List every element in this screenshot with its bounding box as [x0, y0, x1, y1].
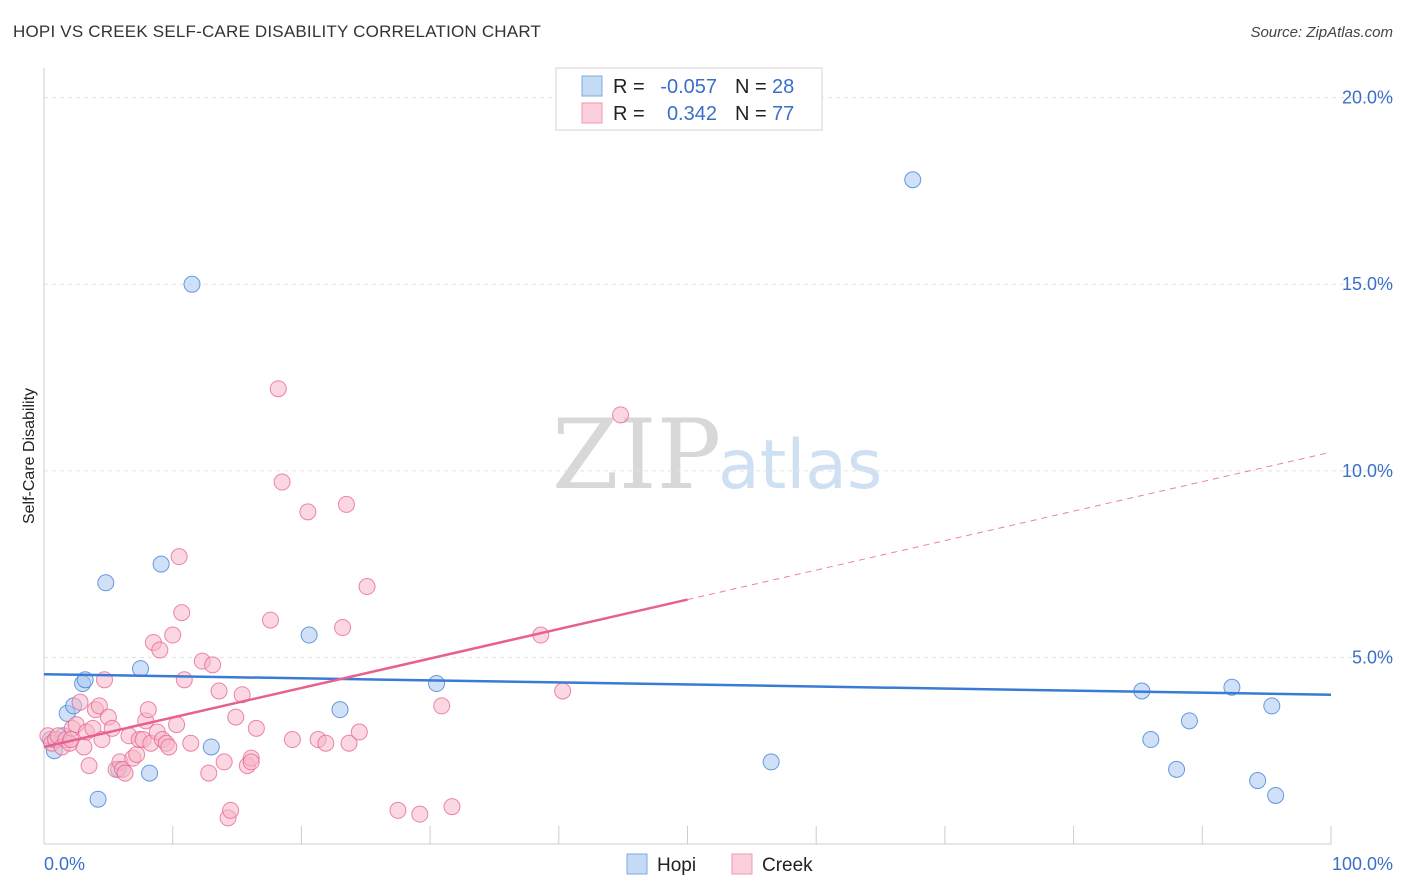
creek-point-62 [317, 734, 335, 752]
y-tick-label-2: 15.0% [1342, 274, 1393, 294]
x-tick-labels: 0.0% 100.0% [44, 854, 1393, 874]
creek-point-46 [204, 656, 222, 674]
hopi-point-21 [1142, 731, 1160, 749]
creek-point-57 [269, 380, 287, 398]
bottom-legend-swatch-creek [731, 853, 753, 875]
creek-point-58 [273, 473, 291, 491]
creek-point-41 [173, 604, 191, 622]
creek-point-59 [283, 731, 301, 749]
legend-hopi-n-value: 28 [772, 76, 794, 98]
creek-point-74 [554, 682, 572, 700]
creek-point-34 [151, 641, 169, 659]
hopi-point-7 [89, 790, 107, 808]
creek-point-30 [139, 701, 157, 719]
creek-point-19 [103, 719, 121, 737]
creek-point-70 [433, 697, 451, 715]
legend-hopi-r-value: -0.057 [660, 76, 717, 98]
legend-creek-n-value: 77 [772, 103, 794, 125]
hopi-point-19 [762, 753, 780, 771]
y-tick-label-3: 20.0% [1342, 88, 1393, 108]
creek-point-64 [337, 495, 355, 513]
creek-point-51 [227, 708, 245, 726]
creek-point-60 [299, 503, 317, 521]
hopi-point-14 [202, 738, 220, 756]
creek-point-37 [160, 738, 178, 756]
creek-point-66 [350, 723, 368, 741]
creek-point-71 [443, 798, 461, 816]
hopi-point-11 [141, 764, 159, 782]
creek-trend-line [43, 598, 688, 749]
hopi-point-8 [97, 574, 115, 592]
stats-legend: R = -0.057 N = 28 R = 0.342 N = 77 [555, 67, 823, 131]
gridlines [44, 97, 1392, 658]
creek-point-55 [247, 719, 265, 737]
hopi-point-24 [1223, 678, 1241, 696]
creek-point-50 [222, 801, 240, 819]
hopi-point-22 [1168, 760, 1186, 778]
creek-trend-line-extension [687, 451, 1332, 601]
hopi-point-15 [300, 626, 318, 644]
legend-creek-r-value: 0.342 [667, 103, 717, 125]
creek-point-40 [170, 548, 188, 566]
x-ticks [43, 826, 1332, 844]
creek-point-69 [411, 805, 429, 823]
chart-source: Source: ZipAtlas.com [1250, 24, 1393, 41]
legend-creek-n-label: N = [735, 103, 767, 125]
chart-title: HOPI VS CREEK SELF-CARE DISABILITY CORRE… [13, 22, 542, 41]
legend-hopi-r-label: R = [613, 76, 645, 98]
hopi-point-10 [132, 660, 150, 678]
hopi-point-18 [904, 171, 922, 189]
hopi-point-12 [152, 555, 170, 573]
bottom-legend-swatch-hopi [626, 853, 648, 875]
creek-point-12 [80, 757, 98, 775]
creek-point-63 [334, 619, 352, 637]
y-tick-label-0: 5.0% [1352, 647, 1393, 667]
bottom-legend-hopi: Hopi [657, 855, 696, 876]
creek-point-65 [340, 734, 358, 752]
series-legend: Hopi Creek [626, 853, 813, 876]
trend-lines [43, 451, 1332, 749]
creek-point-43 [182, 734, 200, 752]
hopi-trend-line [43, 672, 1332, 696]
creek-point-47 [210, 682, 228, 700]
x-tick-label-0: 0.0% [44, 854, 85, 874]
creek-point-42 [175, 671, 193, 689]
watermark-zip: ZIP [552, 399, 721, 511]
creek-point-38 [164, 626, 182, 644]
watermark-atlas: atlas [718, 426, 882, 505]
hopi-point-27 [1267, 786, 1285, 804]
legend-hopi-n-label: N = [735, 76, 767, 98]
creek-point-9 [71, 693, 89, 711]
hopi-point-23 [1180, 712, 1198, 730]
hopi-point-25 [1249, 772, 1267, 790]
creek-point-68 [389, 801, 407, 819]
creek-point-45 [200, 764, 218, 782]
creek-point-67 [358, 578, 376, 596]
legend-swatch-creek [581, 102, 603, 124]
creek-point-75 [242, 753, 260, 771]
creek-point-56 [262, 611, 280, 629]
creek-point-23 [116, 764, 134, 782]
hopi-point-17 [428, 675, 446, 693]
creek-point-15 [90, 697, 108, 715]
x-tick-label-1: 100.0% [1332, 854, 1393, 874]
y-tick-labels: 5.0% 10.0% 15.0% 20.0% [1342, 88, 1393, 668]
legend-swatch-hopi [581, 75, 603, 97]
bottom-legend-creek: Creek [762, 855, 813, 876]
creek-point-48 [215, 753, 233, 771]
y-tick-label-1: 10.0% [1342, 461, 1393, 481]
creek-point-26 [128, 745, 146, 763]
creek-point-72 [612, 406, 630, 424]
legend-creek-r-label: R = [613, 103, 645, 125]
hopi-point-13 [183, 275, 201, 293]
y-axis-label: Self-Care Disability [21, 388, 38, 524]
hopi-point-26 [1263, 697, 1281, 715]
hopi-point-16 [331, 701, 349, 719]
